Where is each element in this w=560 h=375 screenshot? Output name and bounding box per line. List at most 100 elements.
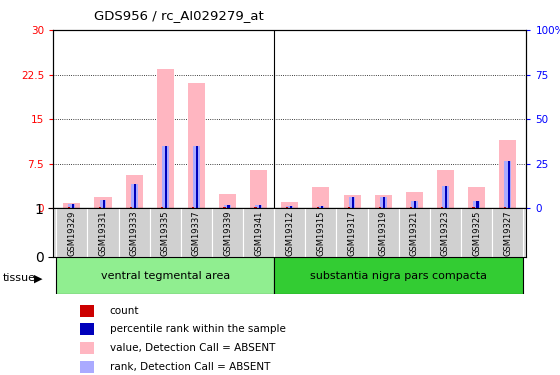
Bar <box>125 176 143 208</box>
Bar <box>72 204 74 208</box>
Bar <box>337 208 367 257</box>
Text: GSM19312: GSM19312 <box>285 211 295 256</box>
Bar <box>411 201 418 208</box>
Bar <box>321 206 323 208</box>
Bar <box>441 207 444 208</box>
Bar <box>227 205 230 208</box>
Text: GSM19321: GSM19321 <box>410 211 419 256</box>
Text: ▶: ▶ <box>34 273 42 283</box>
Bar <box>318 206 324 208</box>
Bar <box>181 208 212 257</box>
Bar <box>380 197 386 208</box>
Bar <box>157 69 174 208</box>
Bar <box>165 146 167 208</box>
Text: GSM19329: GSM19329 <box>67 211 76 256</box>
Bar <box>223 207 226 208</box>
Bar <box>286 207 288 208</box>
Bar <box>281 202 298 208</box>
Bar <box>349 197 356 208</box>
Bar <box>499 140 516 208</box>
Bar <box>399 208 430 257</box>
Bar <box>290 206 292 208</box>
Bar <box>473 207 474 208</box>
Bar <box>437 170 454 208</box>
Bar <box>477 201 479 208</box>
Bar <box>468 188 485 208</box>
Bar <box>103 200 105 208</box>
Text: GSM19333: GSM19333 <box>130 211 139 256</box>
Bar <box>57 257 274 294</box>
Bar <box>406 192 423 208</box>
Text: rank, Detection Call = ABSENT: rank, Detection Call = ABSENT <box>110 362 270 372</box>
Bar <box>352 197 354 208</box>
Text: GSM19325: GSM19325 <box>472 211 481 256</box>
Bar <box>505 160 511 208</box>
Bar <box>348 207 350 208</box>
Text: GSM19315: GSM19315 <box>316 211 325 256</box>
Bar <box>161 207 164 208</box>
Bar <box>162 146 169 208</box>
Bar <box>80 323 94 335</box>
Bar <box>274 208 305 257</box>
Bar <box>250 170 267 208</box>
Bar <box>80 361 94 373</box>
Bar <box>286 206 293 208</box>
Text: GSM19341: GSM19341 <box>254 211 263 256</box>
Text: ventral tegmental area: ventral tegmental area <box>101 271 230 280</box>
Bar <box>192 207 194 208</box>
Bar <box>445 186 447 208</box>
Bar <box>379 207 381 208</box>
Bar <box>196 146 198 208</box>
Text: GSM19335: GSM19335 <box>161 211 170 256</box>
Text: GSM19323: GSM19323 <box>441 211 450 256</box>
Bar <box>188 84 205 208</box>
Bar <box>383 197 385 208</box>
Bar <box>134 184 136 208</box>
Bar <box>414 201 416 208</box>
Bar <box>312 188 329 208</box>
Bar <box>100 200 106 208</box>
Bar <box>95 197 111 208</box>
Bar <box>259 205 261 208</box>
Bar <box>503 207 506 208</box>
Bar <box>63 203 81 208</box>
Bar <box>375 195 392 208</box>
Bar <box>87 208 119 257</box>
Bar <box>507 160 510 208</box>
Text: value, Detection Call = ABSENT: value, Detection Call = ABSENT <box>110 343 275 353</box>
Bar <box>150 208 181 257</box>
Bar <box>410 207 412 208</box>
Bar <box>212 208 243 257</box>
Text: count: count <box>110 306 139 315</box>
Bar <box>473 201 480 208</box>
Bar <box>492 208 523 257</box>
Bar <box>442 186 449 208</box>
Text: GSM19331: GSM19331 <box>99 211 108 256</box>
Text: percentile rank within the sample: percentile rank within the sample <box>110 324 286 334</box>
Text: GSM19319: GSM19319 <box>379 211 388 256</box>
Bar <box>219 195 236 208</box>
Text: GSM19317: GSM19317 <box>348 211 357 256</box>
Bar <box>461 208 492 257</box>
Bar <box>243 208 274 257</box>
Bar <box>367 208 399 257</box>
Text: GSM19337: GSM19337 <box>192 211 201 256</box>
Text: GSM19327: GSM19327 <box>503 211 512 256</box>
Bar <box>130 184 138 208</box>
Bar <box>57 208 87 257</box>
Bar <box>119 208 150 257</box>
Bar <box>255 205 262 208</box>
Bar <box>193 146 200 208</box>
Text: GDS956 / rc_AI029279_at: GDS956 / rc_AI029279_at <box>94 9 264 22</box>
Bar <box>99 207 101 208</box>
Bar <box>274 257 523 294</box>
Bar <box>343 195 361 208</box>
Text: GSM19339: GSM19339 <box>223 211 232 256</box>
Bar <box>130 207 132 208</box>
Bar <box>80 342 94 354</box>
Text: substantia nigra pars compacta: substantia nigra pars compacta <box>310 271 487 280</box>
Bar <box>68 204 75 208</box>
Text: tissue: tissue <box>3 273 36 283</box>
Bar <box>224 205 231 208</box>
Bar <box>254 207 256 208</box>
